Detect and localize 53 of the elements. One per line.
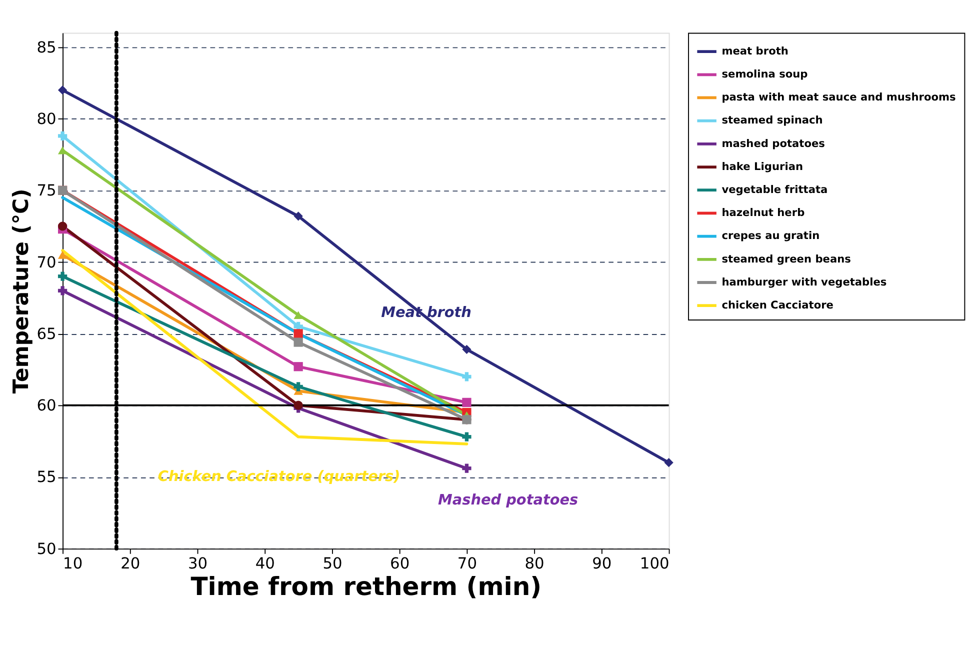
- point: [294, 362, 303, 372]
- legend-label: meat broth: [722, 45, 788, 58]
- x-tick-label: 60: [390, 554, 410, 572]
- annotation: Mashed potatoes: [438, 492, 579, 508]
- point: [462, 432, 472, 442]
- point: [462, 398, 472, 407]
- point: [462, 344, 472, 354]
- legend-label: vegetable frittata: [722, 184, 828, 196]
- point: [58, 222, 68, 231]
- point: [294, 338, 303, 347]
- legend-label: pasta with meat sauce and mushrooms: [722, 92, 956, 104]
- x-tick-label: 30: [188, 554, 208, 572]
- point: [58, 272, 68, 281]
- legend-label: crepes au gratin: [722, 230, 820, 242]
- point: [58, 86, 68, 95]
- x-tick-label: 20: [120, 554, 140, 572]
- x-tick-label: 10: [63, 554, 83, 572]
- legend-label: chicken Cacciatore: [722, 299, 834, 312]
- point: [462, 372, 472, 382]
- legend-label: hamburger with vegetables: [722, 276, 887, 288]
- point: [462, 464, 472, 473]
- y-tick-label: 55: [36, 468, 56, 486]
- y-tick-label: 60: [36, 396, 56, 415]
- legend-label: hazelnut herb: [722, 207, 806, 220]
- x-tick-label: 70: [457, 554, 477, 572]
- x-tick-label: 80: [524, 554, 544, 572]
- point: [294, 329, 303, 338]
- y-tick-label: 70: [36, 253, 56, 272]
- point: [294, 400, 303, 410]
- x-tick-label: 90: [592, 554, 612, 572]
- x-axis-title: Time from retherm (min): [190, 572, 542, 602]
- point: [294, 212, 303, 221]
- y-tick-label: 50: [36, 540, 56, 558]
- x-tick-label: 40: [255, 554, 275, 572]
- y-tick-label: 65: [36, 324, 56, 343]
- point: [664, 458, 674, 468]
- point: [58, 131, 68, 141]
- legend-label: steamed green beans: [722, 253, 851, 266]
- y-axis-title: Temperature (°C): [8, 188, 34, 394]
- x-tick-label: 50: [322, 554, 342, 572]
- y-tick-label: 80: [36, 110, 56, 128]
- legend-label: steamed spinach: [722, 114, 823, 127]
- legend-label: mashed potatoes: [722, 138, 825, 150]
- annotation: Chicken Cacciatore (quarters): [158, 469, 400, 486]
- legend-label: hake Ligurian: [722, 160, 803, 173]
- point: [58, 146, 68, 154]
- point: [58, 286, 68, 296]
- legend-label: semolina soup: [722, 68, 808, 81]
- point: [294, 311, 303, 319]
- y-tick-label: 85: [36, 38, 56, 56]
- annotation: Meat broth: [381, 304, 472, 321]
- x-tick-label: 100: [640, 554, 670, 572]
- y-tick-label: 75: [36, 182, 56, 200]
